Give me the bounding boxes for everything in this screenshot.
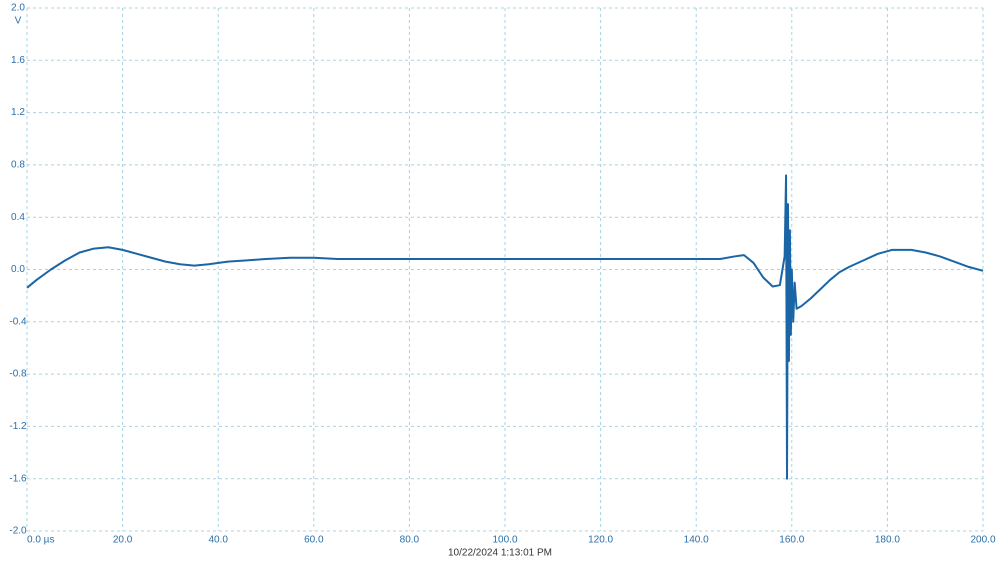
signal-line <box>26 174 984 480</box>
y-tick-label: 1.6 <box>11 55 25 66</box>
x-tick-label: 40.0 <box>208 535 228 546</box>
y-unit: V <box>15 16 22 27</box>
x-tick-label: 20.0 <box>113 535 133 546</box>
timestamp: 10/22/2024 1:13:01 PM <box>448 548 552 559</box>
x-tick-label: 0.0 µs <box>27 535 54 546</box>
x-tick-label: 60.0 <box>304 535 324 546</box>
y-tick-label: -0.8 <box>9 369 27 380</box>
y-tick-label: -2.0 <box>9 526 27 537</box>
x-tick-label: 180.0 <box>875 535 900 546</box>
x-tick-label: 80.0 <box>400 535 420 546</box>
y-tick-label: -1.2 <box>9 421 27 432</box>
x-tick-label: 160.0 <box>779 535 804 546</box>
y-tick-label: -1.6 <box>9 473 27 484</box>
x-tick-label: 120.0 <box>588 535 613 546</box>
y-tick-label: 0.4 <box>11 212 25 223</box>
x-tick-label: 140.0 <box>684 535 709 546</box>
x-tick-label: 200.0 <box>970 535 995 546</box>
y-tick-label: -0.4 <box>9 316 27 327</box>
y-tick-label: 1.2 <box>11 107 25 118</box>
y-tick-label: 0.0 <box>11 264 25 275</box>
y-tick-label: 2.0 <box>11 3 25 14</box>
y-tick-label: 0.8 <box>11 160 25 171</box>
x-tick-label: 100.0 <box>492 535 517 546</box>
